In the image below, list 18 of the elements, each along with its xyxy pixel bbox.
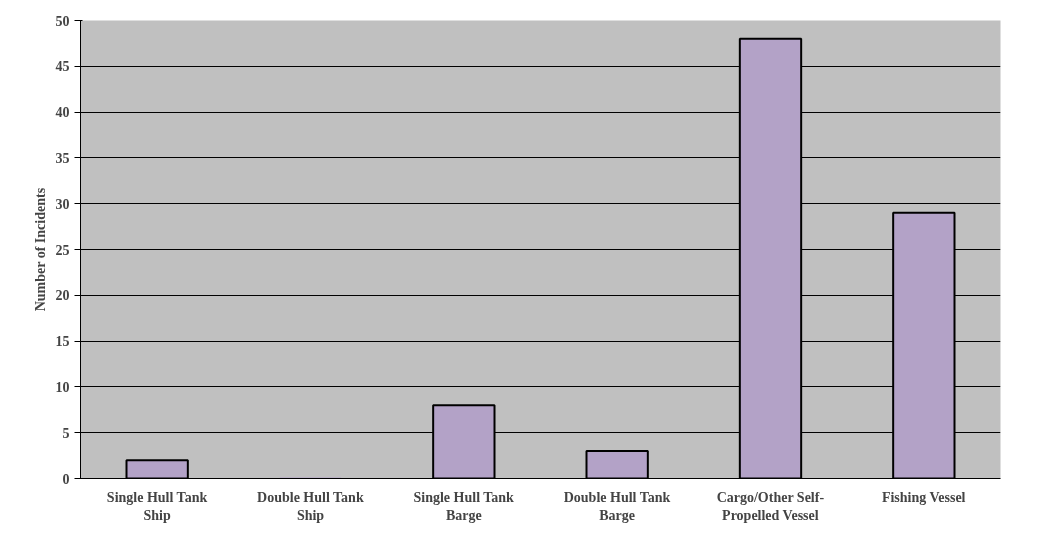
y-tick-label: 15 [55, 334, 70, 350]
y-tick-label: 40 [55, 105, 70, 121]
y-tick-label: 5 [62, 425, 70, 441]
x-tick-label: Double Hull Tank Barge [563, 489, 671, 523]
y-axis-title: Number of Incidents [32, 187, 48, 312]
y-tick-label: 0 [62, 471, 70, 487]
y-tick-label: 20 [55, 288, 70, 304]
x-tick-label: Cargo/Other Self-Propelled Vessel [716, 489, 825, 523]
x-tick-label: Double Hull Tank Ship [257, 489, 364, 523]
y-tick-label: 30 [55, 196, 70, 212]
y-tick-label: 45 [55, 59, 70, 75]
y-tick-label: 10 [55, 379, 70, 395]
x-tick-label: Fishing Vessel [881, 489, 966, 505]
x-tick-label: Single Hull Tank Barge [413, 489, 515, 523]
y-tick-label: 35 [55, 150, 70, 166]
y-tick-label: 50 [55, 13, 70, 29]
y-tick-label: 25 [55, 242, 70, 258]
x-tick-label: Single Hull Tank Ship [106, 489, 208, 523]
